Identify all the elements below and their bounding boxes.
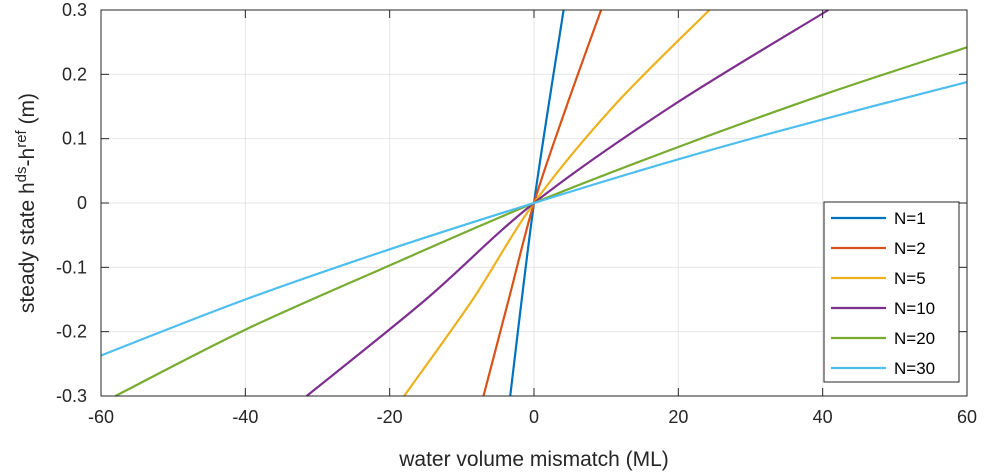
y-tick-label: -0.1	[56, 257, 87, 277]
y-tick-label: 0.2	[62, 64, 87, 84]
x-tick-label: -60	[88, 407, 114, 427]
series-lines	[100, 9, 968, 397]
legend: N=1 N=2 N=5 N=10 N=20 N=30	[823, 201, 960, 383]
y-axis-title-mid: -h	[16, 148, 39, 167]
legend-box	[823, 201, 960, 383]
y-axis-title-sup-ds: ds	[13, 166, 30, 182]
legend-label-n1: N=1	[894, 209, 926, 228]
y-axis-title-sup-ref: ref	[13, 129, 30, 147]
x-tick-label: 60	[957, 407, 977, 427]
x-tick-label: 0	[529, 407, 539, 427]
x-tick-label: -20	[377, 407, 403, 427]
legend-label-n30: N=30	[894, 359, 935, 378]
y-tick-label: 0	[77, 193, 87, 213]
y-axis-title: steady state hds-href (m)	[13, 93, 40, 313]
x-tick-label: 40	[813, 407, 833, 427]
x-tick-label: 20	[668, 407, 688, 427]
legend-label-n20: N=20	[894, 329, 935, 348]
legend-label-n5: N=5	[894, 269, 926, 288]
y-tick-label: -0.2	[56, 322, 87, 342]
y-tick-label: -0.3	[56, 386, 87, 406]
series-line-n30	[100, 81, 968, 357]
x-tick-label: -40	[232, 407, 258, 427]
legend-label-n2: N=2	[894, 239, 926, 258]
y-axis-title-prefix: steady state h	[16, 182, 39, 313]
axis-ticks: -60 -40 -20 0 20 40 60 -0.3 -0.2 -0.1 0 0.1 0.2 0.3	[56, 0, 977, 427]
x-axis-title: water volume mismatch (ML)	[398, 448, 669, 471]
y-tick-label: 0.3	[62, 0, 87, 20]
y-axis-title-suffix: (m)	[16, 93, 39, 130]
y-tick-label: 0.1	[62, 129, 87, 149]
legend-label-n10: N=10	[894, 299, 935, 318]
